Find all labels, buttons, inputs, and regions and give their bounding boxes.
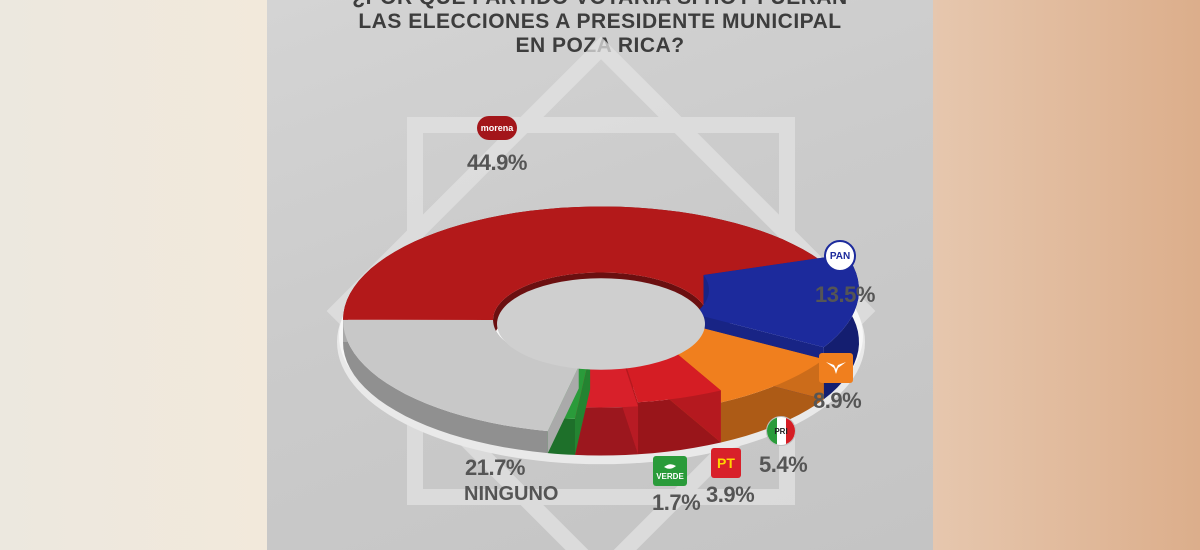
title-line-1: ¿POR QUÉ PARTIDO VOTARÍA SI HOY FUERAN [267,0,933,10]
infographic-panel: ¿POR QUÉ PARTIDO VOTARÍA SI HOY FUERAN L… [267,0,933,550]
label-pan: 13.5% [815,282,875,307]
label-morena: 44.9% [467,150,527,175]
donut-hole [497,278,705,370]
slice-cap-ninguno-0 [547,366,579,454]
pan-logo-text: PAN [829,250,851,262]
slice-wall-ninguno [343,319,548,454]
label-pri: 5.4% [759,452,808,477]
slice-wall-pt [575,406,638,456]
donut-layer [337,206,865,465]
label-mc: 8.9% [813,388,862,413]
pri-red-band [786,417,795,445]
label-pt: 3.9% [706,482,755,507]
verde-logo: VERDE [653,456,687,486]
pri-logo: PRI [766,416,796,446]
pt-logo: PT [711,448,741,478]
morena-logo-text: morena [480,123,514,133]
slice-pan [694,254,859,348]
title-line-2: LAS ELECCIONES A PRESIDENTE MUNICIPAL [358,10,842,33]
verde-logo-text: VERDE [656,471,684,481]
pri-logo-text: PRI [774,426,788,436]
pan-logo: PAN [824,240,856,272]
ninguno-category: NINGUNO [464,483,559,505]
pri-green-band [767,417,777,445]
slice-cap-verde-0 [574,353,591,455]
eagle-icon [826,362,846,374]
pt-logo-text: PT [717,455,735,471]
slice-mc [651,326,824,403]
slice-ninguno [343,319,579,432]
background-left [0,0,267,550]
mc-logo-eagle-icon [819,353,853,383]
label-verde: 1.7% [652,490,701,515]
toucan-icon [664,463,676,469]
donut-chart [326,36,876,550]
morena-logo: morena [477,116,517,140]
label-ninguno: 21.7% [465,455,525,480]
background-right [933,0,1200,550]
